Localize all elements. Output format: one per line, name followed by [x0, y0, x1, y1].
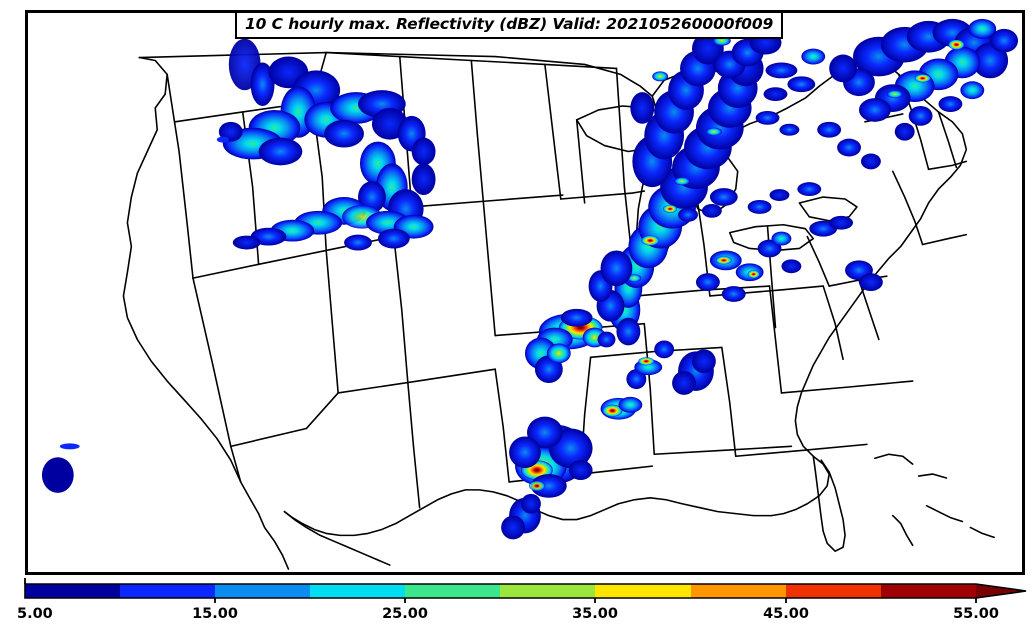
echo-mid-atlantic [781, 182, 883, 292]
echo-mississippi [654, 340, 716, 395]
colorbar-ticks [24, 578, 977, 603]
echo-great-lakes [630, 30, 826, 222]
echo-pacific-offshore [41, 136, 229, 493]
echo-arkansas [600, 357, 663, 420]
echo-northeast-new-england [817, 18, 1019, 170]
figure-title-text: 10 C hourly max. Reflectivity (dBZ) Vali… [245, 15, 774, 33]
colorbar-swatches [24, 578, 1027, 603]
colorbar-bands [25, 584, 1026, 598]
echo-northern-rockies [218, 38, 436, 166]
colorbar-tick-label: 15.00 [192, 606, 238, 622]
colorbar-tick-label: 25.00 [382, 606, 428, 622]
colorbar-tick-labels: 5.00 15.00 25.00 35.00 45.00 55.00 [0, 606, 1033, 632]
figure-title-box: 10 C hourly max. Reflectivity (dBZ) Vali… [235, 13, 784, 39]
echo-central-texas [509, 416, 593, 498]
echo-wyoming-colorado [232, 141, 436, 251]
colorbar-tick-label: 5.00 [17, 606, 53, 622]
map-panel: 10 C hourly max. Reflectivity (dBZ) Vali… [25, 10, 1025, 575]
colorbar-tick-label: 35.00 [572, 606, 618, 622]
echo-south-texas [501, 493, 541, 540]
colorbar: 5.00 15.00 25.00 35.00 45.00 55.00 [0, 578, 1033, 632]
echo-oklahoma-kansas [525, 308, 616, 384]
radar-reflectivity-field [41, 18, 1019, 540]
colorbar-tick-label: 45.00 [763, 606, 809, 622]
colorbar-tick-label: 55.00 [953, 606, 999, 622]
